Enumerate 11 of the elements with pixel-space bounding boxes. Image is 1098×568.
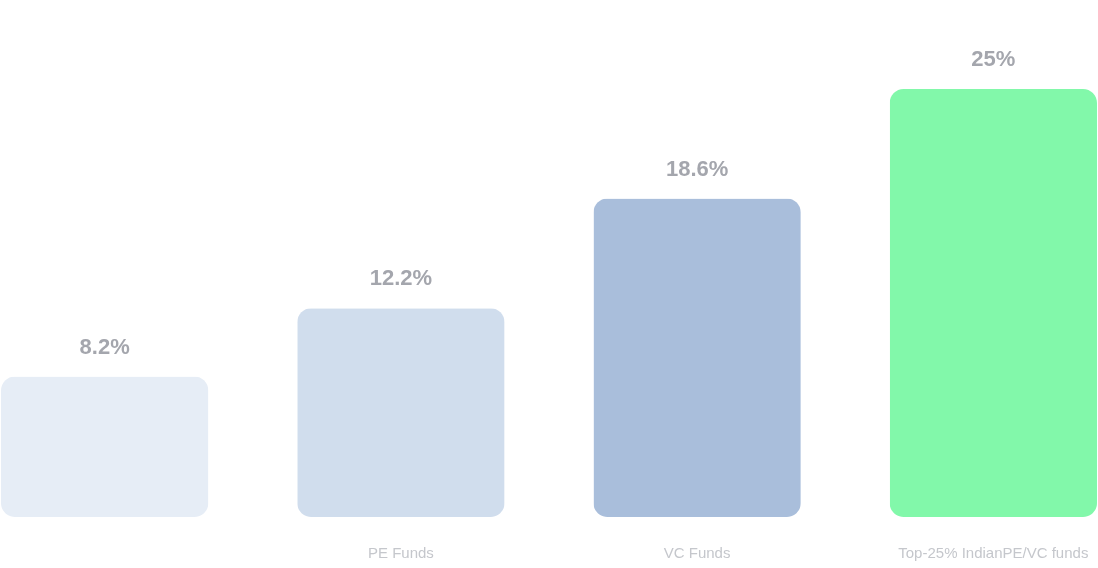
bar (889, 89, 1097, 517)
bar (1, 376, 209, 517)
x-tick-label: Top-25% IndianPE/VC funds (898, 543, 1089, 561)
data-label: 25% (971, 46, 1016, 71)
bar (297, 308, 505, 517)
x-tick-label: PE Funds (367, 543, 434, 561)
data-label: 12.2% (369, 265, 433, 291)
bar (593, 198, 801, 517)
data-label: 18.6% (665, 155, 729, 181)
x-tick-label: VC Funds (663, 543, 731, 561)
data-label: 8.2% (79, 333, 130, 359)
